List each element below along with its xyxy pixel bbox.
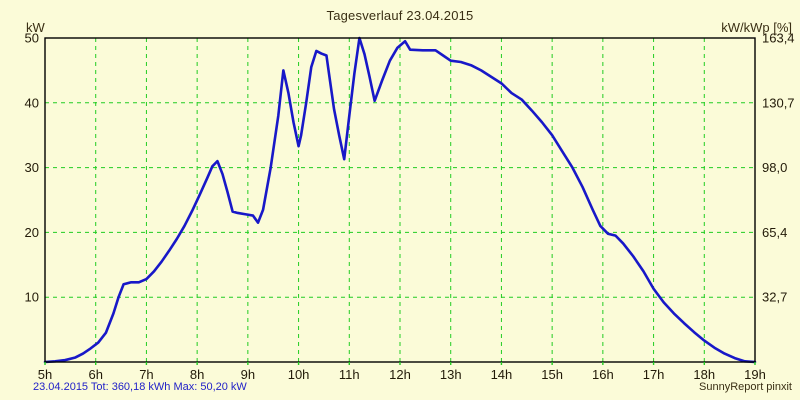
y-tick-label: 20	[25, 225, 39, 240]
y2-tick-label: 130,7	[762, 95, 795, 110]
right-axis-unit-label: kW/kWp [%]	[721, 20, 792, 35]
x-tick-label: 11h	[339, 367, 360, 382]
x-tick-label: 9h	[241, 367, 255, 382]
y-tick-label: 30	[25, 160, 39, 175]
y-tick-label: 40	[25, 95, 39, 110]
y2-tick-label: 32,7	[762, 290, 787, 305]
y-tick-label: 10	[25, 290, 39, 305]
x-tick-label: 10h	[288, 367, 310, 382]
x-tick-label: 17h	[643, 367, 665, 382]
page-title: Tagesverlauf 23.04.2015	[326, 8, 474, 23]
plot-frame	[44, 37, 756, 365]
credit-text: SunnyReport pinxit	[699, 381, 792, 393]
x-tick-label: 15h	[541, 367, 563, 382]
x-tick-label: 12h	[389, 367, 411, 382]
grid-lines	[44, 37, 756, 362]
x-tick-label: 16h	[592, 367, 614, 382]
x-tick-label: 6h	[88, 367, 102, 382]
series-path	[43, 36, 757, 364]
x-tick-label: 19h	[744, 367, 766, 382]
x-tick-label: 7h	[139, 367, 153, 382]
summary-status-text: 23.04.2015 Tot: 360,18 kWh Max: 50,20 kW	[33, 381, 247, 393]
y2-tick-label: 98,0	[762, 160, 787, 175]
power-series-line	[43, 36, 757, 364]
y-axis-tick-labels: 10 20 30 40 50	[25, 31, 39, 305]
left-axis-unit-label: kW	[26, 20, 45, 35]
x-tick-label: 18h	[693, 367, 715, 382]
y2-tick-label: 65,4	[762, 225, 787, 240]
x-axis-tick-labels: 5h 6h 7h 8h 9h 10h 11h 12h 13h 14h 15h 16h 17h 18h 19h	[38, 367, 766, 382]
y-tick-label: 50	[25, 31, 39, 46]
x-tick-label: 5h	[38, 367, 52, 382]
x-tick-label: 13h	[440, 367, 462, 382]
y2-tick-label: 163,4	[762, 31, 795, 46]
x-tick-label: 14h	[491, 367, 513, 382]
x-tick-label: 8h	[190, 367, 204, 382]
y2-axis-tick-labels: 32,7 65,4 98,0 130,7 163,4	[762, 31, 795, 305]
